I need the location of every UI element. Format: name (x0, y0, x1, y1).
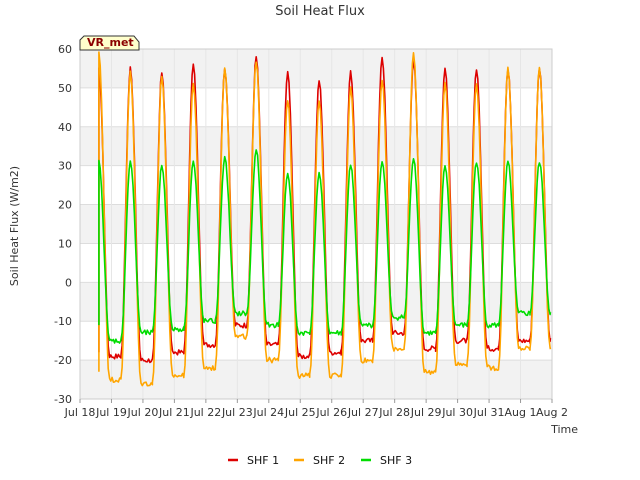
plot-frame (79, 48, 553, 400)
legend-item-shf-3: SHF 3 (361, 454, 412, 467)
y-tick-label: -10 (54, 315, 72, 328)
y-tick-label: -20 (54, 354, 72, 367)
x-tick-label: Jul 29 (410, 406, 442, 419)
x-tick-label: Jul 22 (189, 406, 221, 419)
y-tick-label: 60 (58, 43, 72, 56)
y-tick-label: 10 (58, 237, 72, 250)
y-axis-label: Soil Heat Flux (W/m2) (8, 166, 21, 286)
plot-band (80, 49, 552, 88)
x-tick-labels: Jul 18 Jul 19 Jul 20 Jul 21 Jul 22 Jul 23 Jul … (64, 399, 568, 419)
x-tick-label: Aug 2 (536, 406, 568, 419)
legend-label: SHF 1 (247, 454, 279, 467)
y-tick-label: 30 (58, 160, 72, 173)
badge-box (79, 35, 140, 51)
chart-title: Soil Heat Flux (275, 4, 365, 19)
x-tick-label: Jul 28 (378, 406, 410, 419)
y-tick-label: 40 (58, 121, 72, 134)
y-tick-labels: -30 -20 -10 0 10 20 30 40 50 60 (54, 43, 72, 406)
legend-label: SHF 2 (313, 454, 345, 467)
x-tick-label: Jul 27 (347, 406, 379, 419)
legend: SHF 1 SHF 2 SHF 3 (228, 454, 412, 467)
x-tick-label: Jul 23 (221, 406, 253, 419)
legend-item-shf-2: SHF 2 (294, 454, 345, 467)
y-tick-label: 20 (58, 199, 72, 212)
x-tick-label: Jul 18 (64, 406, 96, 419)
plot-band (80, 282, 552, 322)
x-tick-label: Jul 30 (441, 406, 473, 419)
x-tick-label: Jul 19 (95, 406, 127, 419)
x-tick-label: Jul 24 (252, 406, 284, 419)
y-tick-label: 50 (58, 82, 72, 95)
y-tick-label: 0 (65, 276, 72, 289)
series-line-shf-2 (98, 51, 552, 387)
station-badge: VR_met (79, 35, 140, 51)
x-tick-label: Aug 1 (505, 406, 537, 419)
x-tick-label: Jul 20 (127, 406, 159, 419)
x-tick-label: Jul 25 (284, 406, 316, 419)
x-tick-label: Jul 21 (158, 406, 190, 419)
legend-item-shf-1: SHF 1 (228, 454, 279, 467)
series-line-shf-3 (98, 149, 552, 344)
legend-label: SHF 3 (380, 454, 412, 467)
badge-label: VR_met (87, 36, 134, 49)
series-lines (98, 51, 552, 387)
x-tick-label: Jul 26 (315, 406, 347, 419)
x-tick-label: Jul 31 (473, 406, 505, 419)
y-tick-label: -30 (54, 393, 72, 406)
plot-band (80, 360, 552, 399)
series-line-shf-1 (98, 56, 552, 364)
x-axis-label: Time (550, 423, 578, 436)
